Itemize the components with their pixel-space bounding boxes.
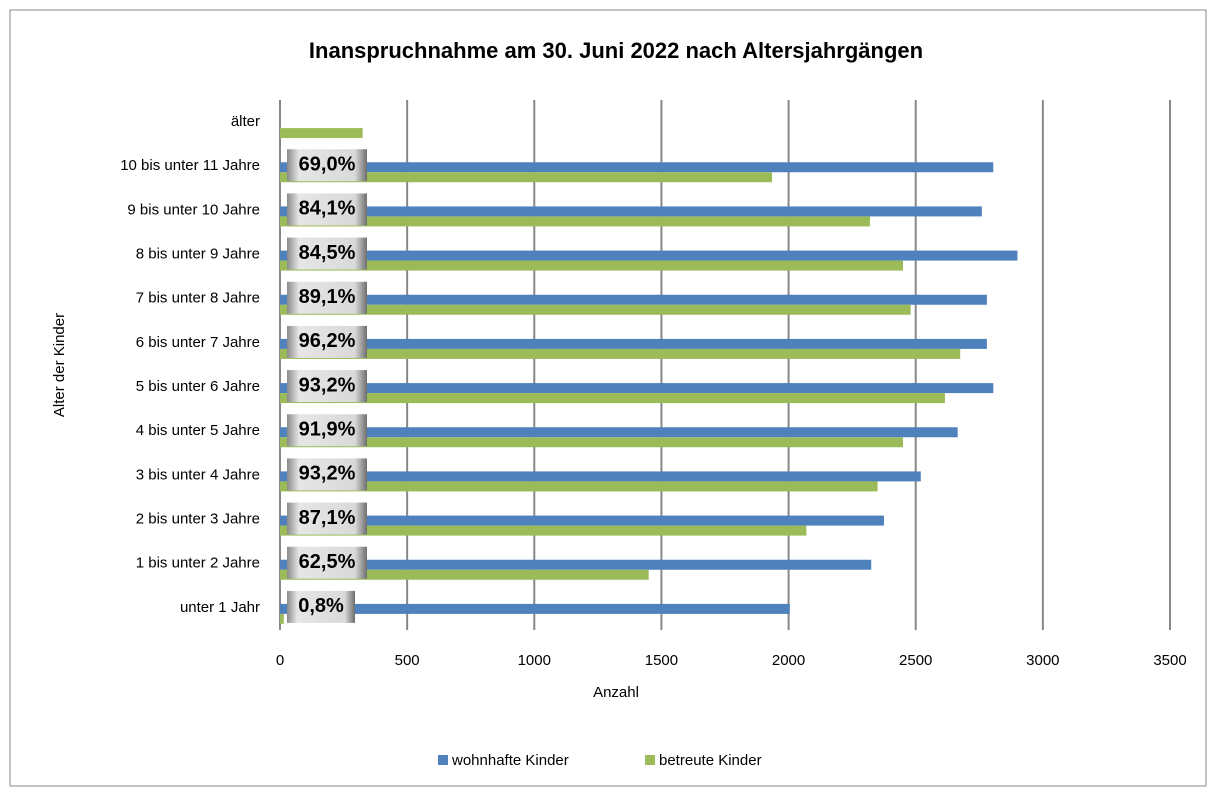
bar — [280, 481, 878, 492]
bar — [280, 162, 994, 173]
rate-label-box — [287, 237, 367, 270]
rate-label: 0,8% — [298, 595, 344, 617]
y-tick-label: 1 bis unter 2 Jahre — [136, 555, 260, 572]
bar — [280, 525, 807, 536]
rate-label: 89,1% — [299, 286, 356, 308]
bar — [280, 206, 982, 217]
rate-label: 87,1% — [299, 507, 356, 529]
y-tick-label: unter 1 Jahr — [180, 599, 260, 616]
bar — [280, 613, 284, 624]
y-tick-label: 3 bis unter 4 Jahre — [136, 466, 260, 483]
bar — [280, 172, 773, 183]
rate-label-box — [287, 325, 367, 358]
legend-swatch — [438, 755, 448, 765]
y-tick-label: älter — [231, 113, 260, 130]
rate-label-box — [287, 502, 367, 535]
rate-label-box — [287, 590, 355, 623]
x-tick-label: 3000 — [1026, 652, 1059, 669]
bar — [280, 304, 911, 315]
rate-label-box — [287, 281, 367, 314]
y-axis-title: Alter der Kinder — [51, 313, 68, 417]
rate-label: 62,5% — [299, 551, 356, 573]
legend-label: wohnhafte Kinder — [451, 752, 569, 769]
y-tick-label: 7 bis unter 8 Jahre — [136, 290, 260, 307]
rate-label: 84,5% — [299, 242, 356, 264]
rate-label-box — [287, 414, 367, 447]
rate-label: 69,0% — [299, 154, 356, 176]
bar — [280, 294, 987, 305]
x-tick-label: 3500 — [1153, 652, 1186, 669]
bar — [280, 260, 903, 271]
rate-label-box — [287, 546, 367, 579]
bar — [280, 216, 870, 227]
y-tick-label: 2 bis unter 3 Jahre — [136, 511, 260, 528]
x-axis-title: Anzahl — [593, 684, 639, 701]
rate-label: 91,9% — [299, 419, 356, 441]
y-tick-label: 5 bis unter 6 Jahre — [136, 378, 260, 395]
x-tick-label: 2000 — [772, 652, 805, 669]
rate-label: 96,2% — [299, 330, 356, 352]
y-tick-label: 10 bis unter 11 Jahre — [120, 157, 260, 174]
bar — [280, 515, 884, 526]
bar — [280, 427, 958, 438]
rate-label: 93,2% — [299, 463, 356, 485]
rate-label: 93,2% — [299, 374, 356, 396]
bar — [280, 471, 921, 482]
bar — [280, 393, 945, 404]
x-tick-label: 2500 — [899, 652, 932, 669]
chart-title: Inanspruchnahme am 30. Juni 2022 nach Al… — [309, 38, 923, 63]
bar — [280, 559, 872, 570]
rate-label-box — [287, 458, 367, 491]
rate-label-box — [287, 370, 367, 403]
x-tick-label: 1000 — [518, 652, 551, 669]
bar — [280, 250, 1018, 261]
y-tick-label: 4 bis unter 5 Jahre — [136, 422, 260, 439]
rate-label-box — [287, 193, 367, 226]
rate-label: 84,1% — [299, 198, 356, 220]
bar — [280, 437, 903, 448]
legend-swatch — [645, 755, 655, 765]
y-tick-label: 8 bis unter 9 Jahre — [136, 246, 260, 263]
bar — [280, 569, 649, 580]
y-tick-label: 6 bis unter 7 Jahre — [136, 334, 260, 351]
bar — [280, 348, 961, 359]
x-tick-label: 0 — [276, 652, 284, 669]
bar — [280, 128, 363, 139]
bar — [280, 338, 987, 349]
y-tick-label: 9 bis unter 10 Jahre — [127, 201, 260, 218]
legend-label: betreute Kinder — [659, 752, 762, 769]
rate-label-box — [287, 149, 367, 182]
bar — [280, 603, 790, 614]
x-tick-label: 500 — [395, 652, 420, 669]
bar — [280, 383, 994, 394]
x-tick-label: 1500 — [645, 652, 678, 669]
